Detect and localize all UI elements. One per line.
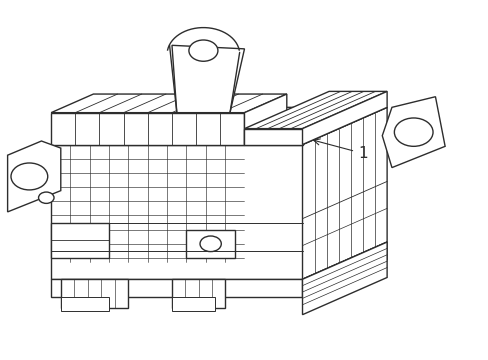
Circle shape [11, 163, 48, 190]
Polygon shape [61, 297, 109, 311]
Circle shape [200, 236, 221, 252]
Polygon shape [244, 91, 386, 129]
Polygon shape [302, 91, 386, 145]
Polygon shape [302, 242, 386, 297]
Polygon shape [51, 279, 302, 297]
Polygon shape [186, 230, 234, 258]
Polygon shape [172, 297, 215, 311]
Polygon shape [51, 222, 109, 258]
Polygon shape [244, 129, 302, 145]
Polygon shape [244, 94, 286, 145]
Circle shape [393, 118, 432, 146]
Circle shape [188, 40, 218, 61]
Polygon shape [51, 107, 386, 145]
Polygon shape [172, 45, 244, 113]
Polygon shape [51, 113, 244, 145]
Polygon shape [51, 94, 286, 113]
Polygon shape [8, 141, 61, 212]
Polygon shape [61, 279, 128, 307]
Polygon shape [302, 107, 386, 279]
Polygon shape [172, 279, 224, 307]
Polygon shape [302, 242, 386, 315]
Text: 1: 1 [313, 139, 367, 161]
Polygon shape [382, 97, 444, 168]
Circle shape [39, 192, 54, 203]
Polygon shape [51, 145, 302, 279]
